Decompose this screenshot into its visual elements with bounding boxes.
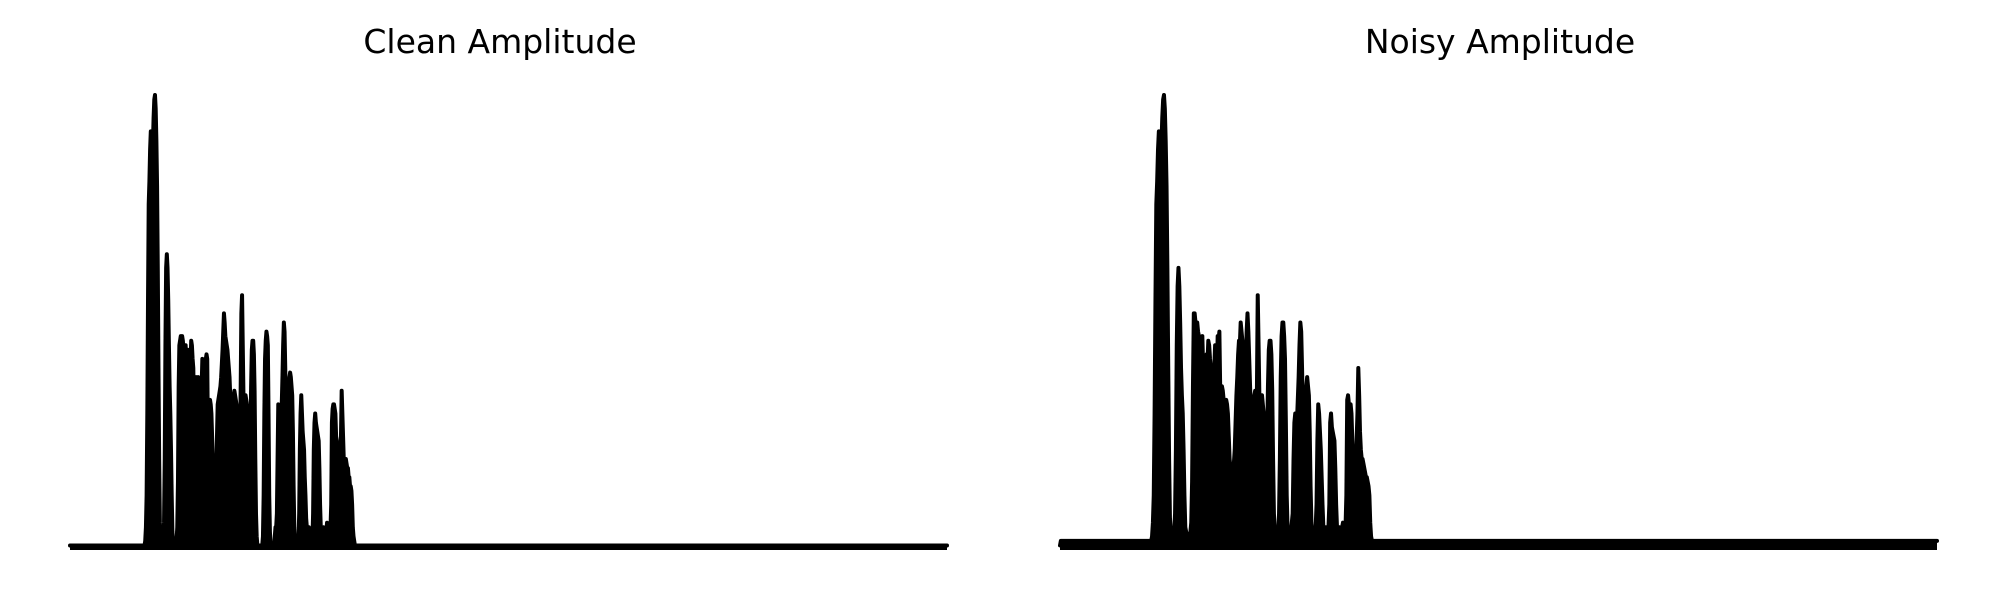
chart-title: Noisy Amplitude	[1364, 22, 1636, 61]
chart-title: Clean Amplitude	[363, 22, 637, 61]
noisy-amplitude-line	[1058, 93, 1939, 548]
noisy-amplitude-panel: Noisy Amplitude	[1000, 0, 2000, 600]
clean-amplitude-area	[70, 95, 947, 550]
clean-amplitude-line	[68, 93, 949, 548]
clean-amplitude-plot	[68, 93, 949, 550]
noisy-amplitude-plot	[1058, 93, 1939, 550]
clean-amplitude-panel: Clean Amplitude	[68, 22, 949, 550]
